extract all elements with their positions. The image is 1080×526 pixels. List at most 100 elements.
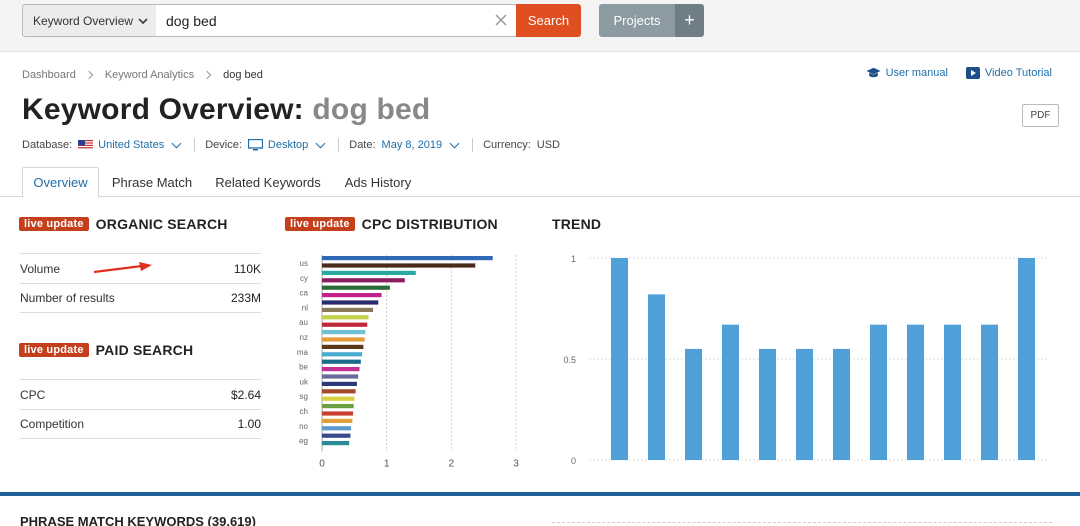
live-update-badge: live update — [285, 217, 355, 231]
cpc-x-tick-label: 1 — [384, 458, 390, 469]
currency-label: Currency: — [483, 139, 531, 151]
divider — [552, 522, 1052, 523]
desktop-monitor-icon — [247, 139, 263, 151]
cpc-category-label: no — [299, 422, 308, 431]
cpc-bar — [322, 344, 364, 349]
user-manual-link[interactable]: User manual — [866, 67, 948, 79]
trend-bar — [1018, 258, 1035, 460]
cpc-category-label: sg — [300, 392, 308, 401]
cpc-bar — [322, 389, 356, 394]
tab-overview[interactable]: Overview — [22, 167, 99, 198]
cpc-bar — [322, 300, 379, 305]
clear-icon[interactable] — [494, 13, 508, 27]
cpc-bar — [322, 396, 355, 401]
trend-bar — [981, 324, 998, 460]
cpc-category-label: ch — [300, 407, 308, 416]
search-input[interactable]: dog bed — [156, 4, 517, 37]
metric-label: Number of results — [20, 291, 115, 305]
cpc-bar — [322, 441, 350, 446]
tab-bar: Overview Phrase Match Related Keywords A… — [0, 167, 1080, 198]
currency-value: USD — [536, 139, 561, 151]
cpc-bar — [322, 285, 390, 290]
cpc-bar — [322, 307, 374, 312]
device-value: Desktop — [267, 139, 309, 151]
cpc-bar — [322, 256, 493, 261]
cpc-bar — [322, 293, 382, 298]
device-dropdown[interactable]: Desktop — [247, 138, 328, 151]
cpc-bar — [322, 411, 354, 416]
tool-select-dropdown[interactable]: Keyword Overview — [22, 4, 157, 37]
page-title-keyword: dog bed — [312, 93, 431, 126]
divider — [194, 138, 196, 152]
tab-related-keywords[interactable]: Related Keywords — [215, 174, 321, 190]
trend-bar — [648, 294, 665, 460]
metric-value: 1.00 — [237, 417, 261, 431]
breadcrumb: Dashboard Keyword Analytics dog bed — [22, 67, 263, 83]
chevron-down-icon — [138, 18, 148, 25]
pdf-export-button[interactable]: PDF — [1022, 104, 1059, 127]
cpc-category-label: ca — [300, 289, 309, 298]
divider — [338, 138, 340, 152]
paid-search-title: PAID SEARCH — [95, 342, 194, 358]
cpc-x-tick-label: 3 — [513, 458, 519, 469]
cpc-bar — [322, 404, 354, 409]
tab-phrase-match[interactable]: Phrase Match — [111, 174, 193, 190]
date-label: Date: — [349, 139, 376, 151]
trend-bar — [685, 348, 702, 460]
trend-header: TREND — [552, 216, 601, 232]
cpc-distribution-header: live update CPC DISTRIBUTION — [285, 216, 498, 232]
metric-row-competition: Competition 1.00 — [20, 409, 261, 439]
trend-bar — [611, 258, 628, 460]
video-play-icon — [965, 67, 980, 79]
section-divider-bar — [0, 492, 1080, 496]
cpc-category-label: cy — [300, 274, 308, 283]
cpc-bar — [322, 374, 359, 379]
metric-label: CPC — [20, 387, 46, 402]
cpc-category-label: ma — [297, 348, 309, 357]
chevron-down-icon — [449, 138, 460, 148]
cpc-bar — [322, 322, 368, 327]
trend-bar — [722, 324, 739, 460]
organic-search-title: ORGANIC SEARCH — [95, 216, 228, 232]
organic-search-header: live update ORGANIC SEARCH — [19, 216, 228, 232]
database-dropdown[interactable]: United States — [78, 138, 184, 151]
graduation-cap-icon — [866, 67, 881, 78]
metric-label: Volume — [20, 261, 61, 276]
tab-ads-history[interactable]: Ads History — [344, 174, 412, 190]
chevron-down-icon — [171, 138, 182, 148]
video-tutorial-label: Video Tutorial — [984, 67, 1052, 79]
red-arrow-annotation-icon — [93, 262, 152, 274]
metric-value: 110K — [233, 261, 261, 276]
cpc-bar — [322, 426, 352, 431]
breadcrumb-keyword-analytics[interactable]: Keyword Analytics — [104, 69, 195, 81]
cpc-category-label: au — [299, 318, 308, 327]
cpc-bar — [322, 330, 366, 335]
trend-bar — [870, 324, 887, 460]
top-toolbar: Keyword Overview dog bed Search Projects… — [0, 0, 1080, 52]
us-flag-icon — [78, 140, 94, 150]
database-label: Database: — [22, 139, 73, 151]
add-project-button[interactable]: + — [675, 4, 704, 37]
projects-button[interactable]: Projects — [599, 4, 675, 37]
metric-row-results: Number of results 233M — [20, 283, 261, 313]
trend-bar — [796, 348, 813, 460]
live-update-badge: live update — [19, 343, 89, 357]
cpc-category-label: us — [300, 259, 308, 268]
trend-bar — [907, 324, 924, 460]
trend-y-tick-label: 1 — [571, 254, 576, 264]
date-dropdown[interactable]: May 8, 2019 — [381, 138, 463, 151]
cpc-category-label: be — [299, 363, 308, 372]
paid-metrics: CPC $2.64 Competition 1.00 — [20, 379, 261, 439]
breadcrumb-dashboard[interactable]: Dashboard — [22, 69, 76, 81]
video-tutorial-link[interactable]: Video Tutorial — [965, 67, 1052, 79]
organic-metrics: Volume 110K Number of results 233M — [20, 253, 261, 313]
search-button[interactable]: Search — [516, 4, 581, 37]
paid-search-header: live update PAID SEARCH — [19, 342, 193, 358]
trend-bar — [944, 324, 961, 460]
cpc-bar — [322, 418, 353, 423]
cpc-bar — [322, 337, 365, 342]
date-value: May 8, 2019 — [381, 139, 443, 151]
chevron-right-icon — [202, 70, 212, 80]
cpc-bar — [322, 359, 361, 364]
divider — [472, 138, 474, 152]
